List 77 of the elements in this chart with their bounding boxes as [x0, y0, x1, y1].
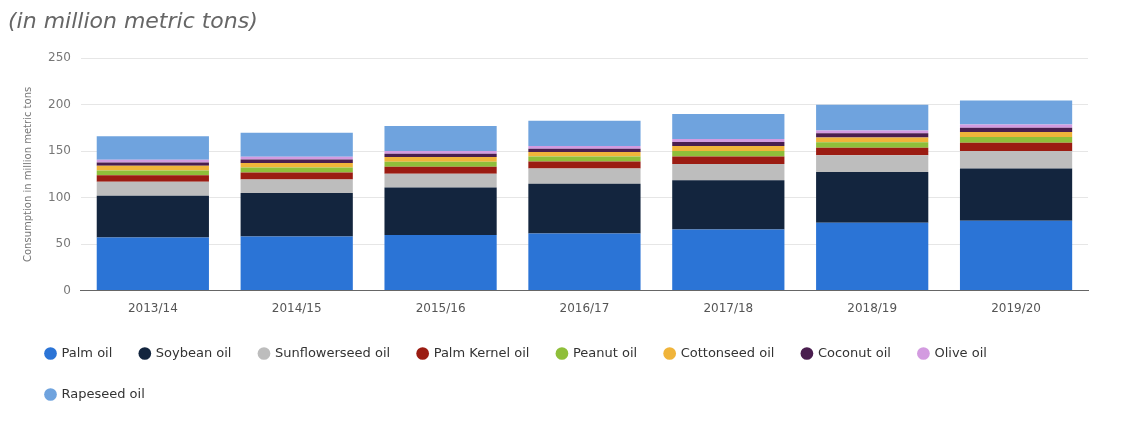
bar — [672, 156, 785, 165]
bar — [672, 229, 785, 291]
bar — [96, 195, 209, 238]
x-tick-label: 2016/17 — [559, 300, 610, 315]
bar — [528, 152, 641, 157]
bar — [816, 137, 929, 143]
bar — [528, 156, 641, 162]
bar — [672, 180, 785, 230]
bar — [240, 236, 353, 291]
bar — [816, 147, 929, 156]
legend-label: Rapeseed oil — [61, 385, 145, 401]
bar — [384, 153, 497, 158]
legend-label: Soybean oil — [155, 344, 232, 360]
bar — [672, 146, 785, 151]
bar — [816, 133, 929, 138]
bar — [959, 168, 1073, 221]
legend-label: Coconut oil — [817, 344, 891, 360]
legend-label: Peanut oil — [572, 344, 638, 360]
bar — [816, 104, 929, 131]
bar — [240, 132, 353, 157]
y-tick-label: 150 — [48, 143, 71, 158]
bar — [96, 136, 209, 160]
bar — [816, 222, 929, 291]
bar — [96, 237, 209, 291]
y-tick-label: 250 — [48, 50, 71, 65]
legend-label: Palm Kernel oil — [433, 344, 530, 360]
bar — [240, 179, 353, 193]
bar — [672, 142, 785, 147]
bar — [96, 181, 209, 196]
x-tick-label: 2019/20 — [991, 300, 1041, 315]
bar — [959, 220, 1073, 291]
bar — [96, 170, 209, 176]
bar — [672, 164, 785, 181]
y-tick-label: 200 — [48, 96, 71, 111]
bar — [959, 100, 1073, 125]
bar — [528, 233, 641, 291]
bar — [240, 162, 353, 168]
x-tick-label: 2017/18 — [703, 300, 754, 315]
y-tick-label: 50 — [55, 236, 71, 251]
bar — [240, 192, 353, 237]
bar — [959, 142, 1073, 151]
legend-label: Olive oil — [934, 344, 987, 360]
x-tick-label: 2013/14 — [127, 300, 178, 315]
bar — [816, 171, 929, 223]
bar — [959, 150, 1073, 169]
bar — [816, 155, 929, 172]
bar — [959, 132, 1073, 138]
bar — [96, 175, 209, 182]
x-tick-label: 2014/15 — [271, 300, 322, 315]
legend-label: Palm oil — [61, 344, 113, 360]
bar — [384, 161, 497, 167]
bar — [240, 167, 353, 173]
bar — [384, 157, 497, 162]
bar — [959, 137, 1073, 143]
bar — [384, 235, 497, 291]
bar — [528, 168, 641, 184]
y-tick-label: 100 — [48, 189, 71, 204]
bar — [959, 124, 1073, 128]
y-axis-title: Consumption in million metric tons — [21, 86, 33, 262]
bar — [528, 183, 641, 234]
bar — [384, 125, 497, 151]
y-tick-label: 0 — [63, 282, 71, 297]
legend-label: Cottonseed oil — [680, 344, 775, 360]
bar — [384, 166, 497, 174]
x-tick-label: 2018/19 — [847, 300, 898, 315]
bar — [384, 187, 497, 236]
bar — [672, 113, 785, 139]
bar — [672, 138, 785, 143]
bar — [528, 161, 641, 169]
chart-title: (in million metric tons) — [8, 8, 259, 33]
legend-label: Sunflowerseed oil — [274, 344, 391, 360]
bar — [816, 130, 929, 134]
bar — [384, 150, 497, 154]
bar — [384, 173, 497, 188]
bar — [816, 142, 929, 148]
x-tick-label: 2015/16 — [415, 300, 466, 315]
bar — [528, 120, 641, 146]
